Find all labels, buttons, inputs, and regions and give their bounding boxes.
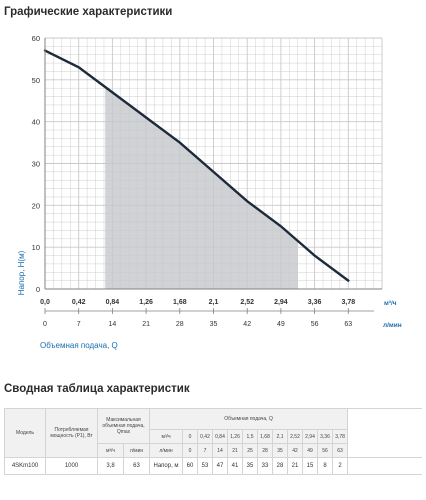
y-axis-label: Напор, H(м) (17, 250, 26, 295)
q-lmin-cell: 56 (317, 443, 334, 458)
curve-layer (43, 49, 350, 282)
y-tick-label: 60 (32, 34, 40, 43)
head-curve (43, 49, 350, 282)
x2-tick-label: 7 (77, 321, 81, 328)
x-tick-label: 0,84 (106, 299, 120, 306)
x2-tick-label: 28 (176, 321, 184, 328)
q-m3h-cell: 0,42 (197, 429, 214, 444)
x-tick-label: 1,26 (139, 299, 153, 306)
head-value-cell: 47 (212, 457, 229, 475)
q-lmin-cell: 35 (272, 443, 289, 458)
x-tick-label: 2,1 (209, 299, 219, 306)
x-unit-bottom: л/мин (383, 322, 402, 329)
operating-range-layer (105, 87, 298, 289)
hdr-power: Потребляемая мощность (P1), Вт (45, 408, 98, 458)
head-value-cell: 60 (182, 457, 199, 475)
q-m3h-cell: 1,5 (242, 429, 259, 444)
hdr-model: Модель (4, 408, 46, 458)
cell-model: 4SKm100 (4, 457, 46, 475)
hdr-unit-lmin-2: л/мин (149, 443, 184, 458)
head-value-cell: 28 (272, 457, 289, 475)
q-m3h-cell: 0,84 (212, 429, 229, 444)
x-tick-label: 2,52 (240, 299, 254, 306)
q-lmin-cell: 0 (182, 443, 199, 458)
table-section-title: Сводная таблица характеристик (4, 383, 190, 395)
tick-labels: 01020304050600,000,4270,84141,26211,6828… (32, 34, 356, 328)
chart-section-title: Графические характеристики (4, 6, 173, 18)
y-tick-label: 40 (32, 118, 40, 127)
head-flow-chart: 01020304050600,000,4270,84141,26211,6828… (17, 34, 402, 350)
q-m3h-cell: 2,52 (287, 429, 304, 444)
x-tick-label: 3,78 (341, 299, 355, 306)
cell-head-label: Напор, м (149, 457, 184, 475)
q-m3h-cell: 0 (182, 429, 199, 444)
x2-tick-label: 49 (277, 321, 285, 328)
q-lmin-cell: 49 (302, 443, 319, 458)
spacer (347, 457, 422, 475)
x-tick-label: 1,68 (173, 299, 187, 306)
x-tick-label: 0,42 (72, 299, 86, 306)
x-axis-label: Объемная подача, Q (40, 341, 118, 350)
x2-tick-label: 14 (109, 321, 117, 328)
q-lmin-cell: 7 (197, 443, 214, 458)
y-tick-label: 20 (32, 201, 40, 210)
head-value-cell: 53 (197, 457, 214, 475)
q-m3h-cell: 3,36 (317, 429, 334, 444)
x2-tick-label: 35 (210, 321, 218, 328)
hdr-unit-m3h-2: м³/ч (149, 429, 184, 444)
x2-tick-label: 21 (142, 321, 150, 328)
q-lmin-cell: 21 (227, 443, 244, 458)
head-value-cell: 33 (257, 457, 274, 475)
q-m3h-cell: 1,68 (257, 429, 274, 444)
cell-power: 1000 (45, 457, 98, 475)
head-value-cell: 8 (317, 457, 334, 475)
head-value-cell: 21 (287, 457, 304, 475)
q-lmin-cell: 14 (212, 443, 229, 458)
q-m3h-cell: 2,94 (302, 429, 319, 444)
head-value-cell: 2 (332, 457, 349, 475)
x2-tick-label: 0 (43, 321, 47, 328)
head-value-cell: 41 (227, 457, 244, 475)
hdr-unit-m3h: м³/ч (97, 443, 124, 458)
q-lmin-cell: 28 (257, 443, 274, 458)
hdr-flow-group: Объемная подача, Q (149, 408, 349, 430)
q-lmin-cell: 63 (332, 443, 349, 458)
spacer (347, 408, 422, 458)
operating-range (105, 87, 298, 289)
head-value-cell: 15 (302, 457, 319, 475)
x-unit-top: м³/ч (384, 300, 397, 307)
q-lmin-cell: 42 (287, 443, 304, 458)
x2-tick-label: 42 (243, 321, 251, 328)
x2-tick-label: 56 (311, 321, 319, 328)
cell-qmax-lmin: 63 (122, 457, 151, 475)
x-tick-label: 0,0 (40, 299, 50, 306)
x-tick-label: 3,36 (308, 299, 322, 306)
q-m3h-cell: 3,78 (332, 429, 349, 444)
cell-qmax-m3h: 3,8 (97, 457, 124, 475)
spec-table: Модель Потребляемая мощность (P1), Вт Ма… (4, 408, 422, 475)
chart-axes (44, 38, 382, 312)
y-tick-label: 30 (32, 160, 40, 169)
x2-tick-label: 63 (344, 321, 352, 328)
y-tick-label: 50 (32, 76, 40, 85)
hdr-unit-lmin: л/мин (122, 443, 151, 458)
y-tick-label: 0 (36, 285, 40, 294)
hdr-max-flow: Максимальная объемная подача, Qmax (96, 408, 151, 444)
y-tick-label: 10 (32, 243, 40, 252)
head-value-cell: 35 (242, 457, 259, 475)
q-m3h-cell: 2,1 (272, 429, 289, 444)
x-tick-label: 2,94 (274, 299, 288, 306)
q-m3h-cell: 1,26 (227, 429, 244, 444)
q-lmin-cell: 25 (242, 443, 259, 458)
